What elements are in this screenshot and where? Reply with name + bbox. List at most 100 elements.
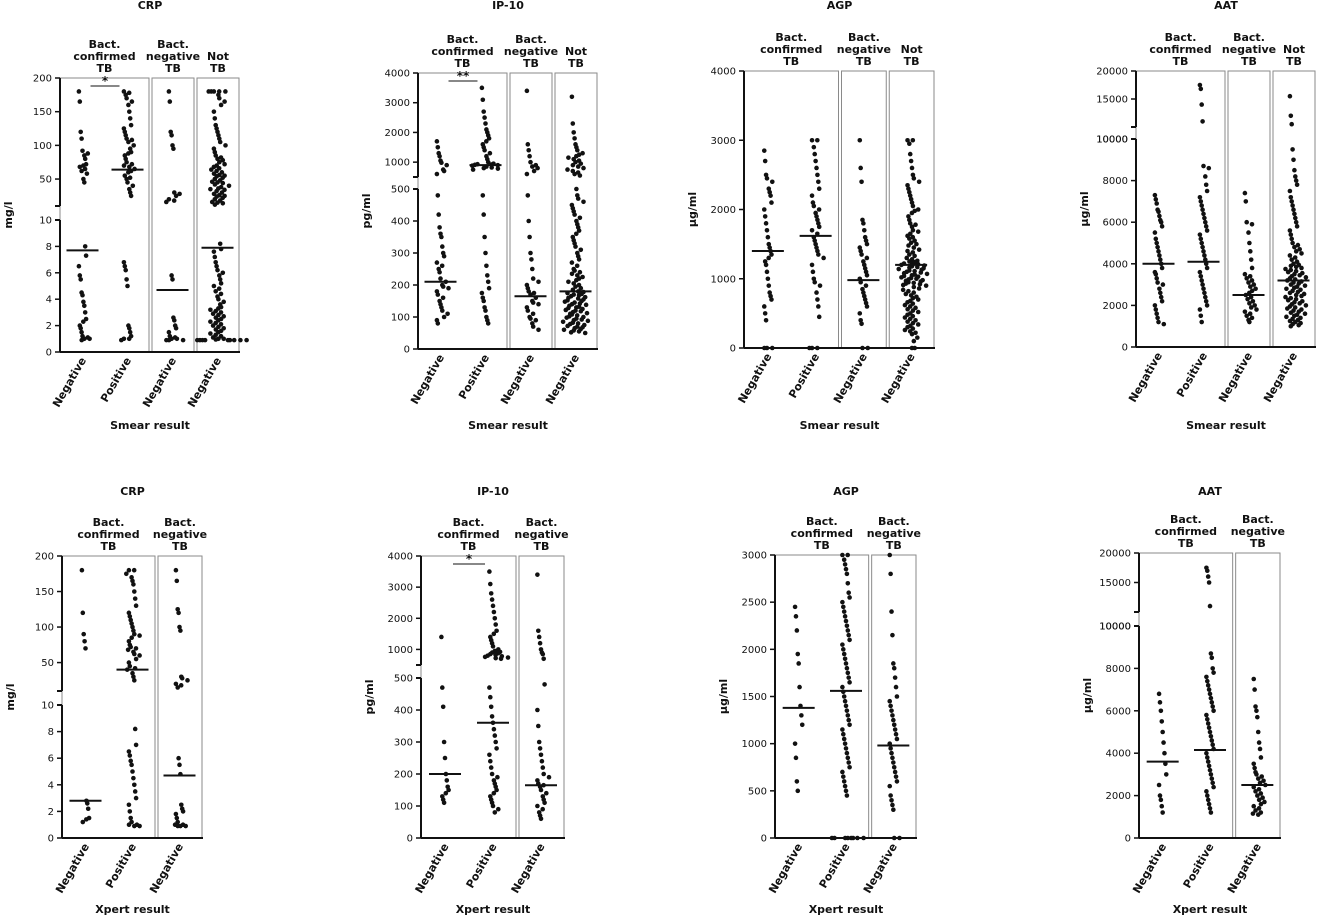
data-point — [1205, 759, 1211, 764]
data-point — [1249, 265, 1255, 271]
data-point — [1199, 102, 1204, 107]
data-point — [131, 567, 137, 573]
data-point — [129, 621, 134, 626]
data-point — [892, 769, 898, 775]
data-point — [212, 254, 218, 260]
data-point — [1156, 319, 1161, 325]
data-point — [490, 803, 496, 809]
data-point — [1247, 301, 1252, 306]
data-point — [841, 651, 847, 657]
category-label: Negative — [509, 841, 548, 896]
group-frame — [61, 555, 156, 839]
data-point — [481, 109, 487, 114]
data-point — [762, 311, 768, 316]
data-point — [446, 787, 451, 793]
data-point — [76, 89, 82, 94]
data-point — [845, 581, 851, 586]
group-label-line: Bact. — [1170, 513, 1202, 526]
group-label-line: Not — [565, 45, 587, 58]
data-point — [809, 262, 815, 268]
data-point — [125, 283, 130, 289]
group-label-line: TB — [1178, 537, 1194, 550]
data-point — [1157, 793, 1163, 798]
data-point — [1159, 803, 1165, 809]
data-point — [439, 263, 445, 269]
group-label-line: confirmed — [791, 527, 853, 540]
data-point — [816, 207, 822, 212]
data-point — [1288, 282, 1294, 287]
data-point — [527, 234, 532, 240]
data-point — [764, 227, 770, 233]
data-point — [537, 640, 543, 646]
data-point — [861, 835, 866, 841]
data-point — [812, 238, 818, 243]
data-point — [1255, 776, 1261, 781]
data-point — [537, 746, 543, 751]
data-point — [1299, 293, 1304, 299]
data-point — [1290, 147, 1295, 152]
data-point — [843, 746, 849, 751]
data-point — [859, 321, 864, 327]
data-point — [126, 102, 131, 108]
data-point — [440, 295, 446, 301]
data-point — [174, 578, 180, 584]
data-point — [526, 218, 531, 224]
data-point — [1207, 691, 1213, 697]
data-point — [541, 656, 546, 662]
data-point — [441, 800, 447, 806]
group-frame — [1138, 552, 1234, 839]
data-point — [578, 285, 584, 291]
data-point — [131, 628, 136, 633]
data-point — [484, 139, 489, 144]
group-label: Bact. negative TB — [1231, 513, 1285, 550]
category-label: Negative — [1130, 841, 1169, 896]
y-tick-label: 4 — [46, 295, 52, 306]
data-point — [488, 765, 494, 770]
data-point — [82, 244, 88, 249]
data-point — [485, 159, 491, 165]
data-point — [133, 795, 139, 801]
data-point — [171, 146, 176, 152]
category-label: Positive — [103, 841, 139, 890]
category-label: Negative — [185, 355, 224, 410]
data-point — [1303, 303, 1309, 308]
data-point — [126, 336, 132, 342]
data-point — [80, 819, 86, 825]
chart-title: CRP — [138, 0, 163, 12]
group-label: Bact. negative TB — [514, 516, 568, 553]
data-point — [572, 171, 577, 177]
data-point — [845, 552, 850, 558]
y-tick-label: 1000 — [711, 274, 736, 285]
chart-title: AAT — [1214, 0, 1238, 12]
data-point — [900, 287, 906, 293]
data-point — [861, 227, 867, 233]
data-point — [865, 345, 871, 351]
y-tick-label: 100 — [35, 623, 54, 634]
data-point — [887, 783, 893, 789]
data-point — [524, 88, 530, 94]
group-label: Bact. confirmed TB — [431, 33, 493, 70]
data-point — [175, 823, 181, 829]
data-point — [842, 562, 848, 567]
y-tick-label: 4000 — [385, 69, 410, 80]
data-point — [528, 250, 533, 256]
data-point — [489, 165, 495, 170]
data-point — [1297, 272, 1302, 278]
category-label: Negative — [543, 352, 582, 407]
data-point — [77, 273, 83, 278]
data-point — [566, 155, 571, 160]
group-label-line: TB — [534, 540, 550, 553]
data-point — [445, 311, 450, 317]
data-point — [761, 148, 767, 153]
y-tick-label: 15000 — [1096, 95, 1128, 106]
data-point — [538, 787, 544, 793]
y-tick-label: 2 — [48, 807, 54, 818]
data-point — [82, 180, 87, 185]
data-point — [494, 746, 499, 751]
y-tick-label: 200 — [391, 281, 410, 292]
data-point — [1158, 257, 1163, 262]
data-point — [585, 318, 591, 324]
data-point — [121, 259, 127, 265]
group-label-line: TB — [165, 62, 181, 75]
